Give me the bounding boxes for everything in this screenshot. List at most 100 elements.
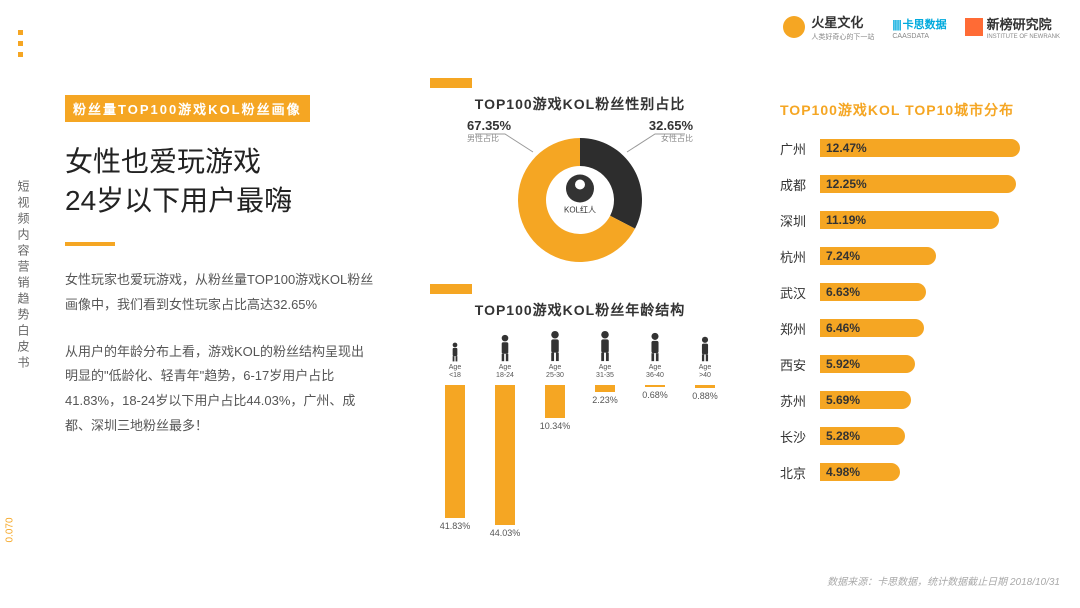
age-bar: [495, 385, 515, 525]
accent-bar-2: [430, 284, 472, 294]
city-bar-value: 6.63%: [826, 285, 860, 299]
xinbang-name: 新榜研究院: [987, 17, 1052, 32]
age-figure: [585, 330, 625, 362]
city-chart-title: TOP100游戏KOL TOP10城市分布: [780, 100, 1060, 120]
city-bar-wrap: 12.25%: [820, 175, 1060, 193]
age-figure: [435, 342, 475, 362]
city-name: 成都: [780, 175, 820, 194]
donut-center: KOL红人: [564, 175, 596, 216]
age-bar-col: 10.34%: [535, 385, 575, 431]
age-group-label: Age<18: [435, 364, 475, 381]
accent-bar: [430, 78, 472, 88]
city-bar-wrap: 7.24%: [820, 247, 1060, 265]
female-pct: 32.65% 女性占比: [649, 118, 693, 144]
age-bar-value: 0.88%: [692, 391, 718, 401]
city-row: 深圳11.19%: [780, 208, 1060, 232]
age-group-label: Age31-35: [585, 364, 625, 381]
logo-xinbang: 新榜研究院 INSTITUTE OF NEWRANK: [965, 14, 1060, 40]
city-name: 杭州: [780, 247, 820, 266]
age-figure: [635, 332, 675, 362]
age-bar: [545, 385, 565, 418]
city-bar-wrap: 5.28%: [820, 427, 1060, 445]
city-row: 郑州 6.46%: [780, 316, 1060, 340]
left-column: 粉丝量TOP100游戏KOL粉丝画像 女性也爱玩游戏 24岁以下用户最嗨 女性玩…: [65, 95, 375, 461]
age-group-label: Age36-40: [635, 364, 675, 381]
age-figure: [685, 336, 725, 362]
age-figure: [485, 334, 525, 362]
city-bar-wrap: 5.69%: [820, 391, 1060, 409]
xinbang-icon: [965, 18, 983, 36]
age-figures: [430, 326, 730, 362]
huoxing-icon: [783, 16, 805, 38]
city-row: 武汉 6.63%: [780, 280, 1060, 304]
age-bar-col: 0.68%: [635, 385, 675, 400]
side-dot-decor: [18, 30, 23, 57]
male-pct: 67.35% 男性占比: [467, 118, 511, 144]
age-group-label: Age18-24: [485, 364, 525, 381]
age-bar: [445, 385, 465, 518]
age-group-label: Age>40: [685, 364, 725, 381]
city-name: 长沙: [780, 427, 820, 446]
gender-donut: 67.35% 男性占比 32.65% 女性占比 KOL红人: [475, 120, 685, 270]
city-bar-wrap: 6.46%: [820, 319, 1060, 337]
age-bar-col: 41.83%: [435, 385, 475, 531]
city-name: 北京: [780, 463, 820, 482]
age-chart-title: TOP100游戏KOL粉丝年龄结构: [430, 300, 730, 320]
paragraph-1: 女性玩家也爱玩游戏，从粉丝量TOP100游戏KOL粉丝画像中，我们看到女性玩家占…: [65, 268, 375, 317]
data-source: 数据来源：卡思数据，统计数据截止日期 2018/10/31: [827, 573, 1060, 588]
headline-1: 女性也爱玩游戏: [65, 142, 375, 181]
city-bar-wrap: 6.63%: [820, 283, 1060, 301]
age-bar-col: 2.23%: [585, 385, 625, 405]
age-bar: [645, 385, 665, 387]
city-name: 西安: [780, 355, 820, 374]
donut-center-label: KOL红人: [564, 205, 596, 216]
city-row: 长沙5.28%: [780, 424, 1060, 448]
age-bar-col: 44.03%: [485, 385, 525, 538]
section-tag: 粉丝量TOP100游戏KOL粉丝画像: [65, 95, 310, 122]
city-name: 武汉: [780, 283, 820, 302]
huoxing-tag: 人类好奇心的下一站: [811, 32, 874, 42]
age-bar-value: 10.34%: [540, 421, 571, 431]
city-bar-wrap: 12.47%: [820, 139, 1060, 157]
city-name: 广州: [780, 139, 820, 158]
age-bar-value: 0.68%: [642, 390, 668, 400]
age-bar-col: 0.88%: [685, 385, 725, 401]
logo-bar: 火星文化 人类好奇心的下一站 卡思数据 CAASDATA 新榜研究院 INSTI…: [783, 12, 1060, 42]
age-bar-value: 2.23%: [592, 395, 618, 405]
city-bar-value: 12.25%: [826, 177, 867, 191]
person-icon: [566, 175, 594, 203]
sidebar-vertical-title: 短视频内容营销趋势白皮书: [15, 180, 32, 372]
xinbang-sub: INSTITUTE OF NEWRANK: [987, 34, 1060, 40]
city-bar-value: 6.46%: [826, 321, 860, 335]
age-bars: 41.83% 44.03% 10.34% 2.23% 0.68% 0.88%: [430, 385, 730, 540]
age-chart: TOP100游戏KOL粉丝年龄结构 Age<18 Age18-24 Age25-30…: [430, 284, 730, 540]
gender-chart-title: TOP100游戏KOL粉丝性别占比: [430, 94, 730, 114]
age-group-label: Age25-30: [535, 364, 575, 381]
city-bar-wrap: 4.98%: [820, 463, 1060, 481]
city-bar-list: 广州12.47%成都12.25%深圳11.19%杭州7.24%武汉6.63%郑州…: [780, 136, 1060, 484]
city-bar-wrap: 5.92%: [820, 355, 1060, 373]
city-row: 杭州7.24%: [780, 244, 1060, 268]
huoxing-name: 火星文化: [811, 15, 863, 30]
city-bar-wrap: 11.19%: [820, 211, 1060, 229]
city-bar-value: 5.69%: [826, 393, 860, 407]
city-row: 西安 5.92%: [780, 352, 1060, 376]
city-name: 深圳: [780, 211, 820, 230]
logo-caas: 卡思数据 CAASDATA: [892, 15, 946, 40]
headline-2: 24岁以下用户最嗨: [65, 181, 375, 220]
caas-sub: CAASDATA: [892, 33, 946, 40]
city-row: 苏州 5.69%: [780, 388, 1060, 412]
city-row: 广州12.47%: [780, 136, 1060, 160]
right-column: TOP100游戏KOL TOP10城市分布 广州12.47%成都12.25%深圳…: [780, 100, 1060, 496]
logo-huoxing: 火星文化 人类好奇心的下一站: [783, 12, 874, 42]
caas-name: 卡思数据: [892, 19, 946, 31]
city-name: 郑州: [780, 319, 820, 338]
age-bar: [695, 385, 715, 388]
city-bar-value: 5.92%: [826, 357, 860, 371]
city-bar-value: 4.98%: [826, 465, 860, 479]
age-bar-value: 41.83%: [440, 521, 471, 531]
middle-column: TOP100游戏KOL粉丝性别占比 67.35% 男性占比 32.65% 女性占…: [430, 78, 730, 540]
page-number: 0.070: [5, 517, 16, 542]
city-row: 成都 12.25%: [780, 172, 1060, 196]
city-name: 苏州: [780, 391, 820, 410]
